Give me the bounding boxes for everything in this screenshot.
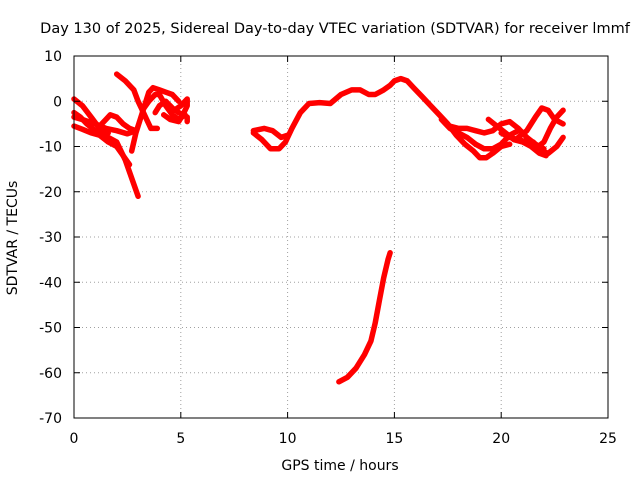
chart-title: Day 130 of 2025, Sidereal Day-to-day VTE…	[40, 21, 631, 37]
x-tick-label: 5	[176, 431, 185, 447]
series-line-trace-6	[113, 71, 161, 132]
x-tick-label: 0	[70, 431, 79, 447]
series-line-trace-4	[71, 123, 133, 168]
y-tick-label: -50	[39, 321, 62, 337]
y-tick-label: -30	[39, 230, 62, 246]
series-line-trace-18	[530, 134, 566, 157]
series-line-trace-12	[250, 125, 291, 141]
series-line-trace-10	[160, 96, 190, 125]
x-tick-label: 20	[492, 431, 510, 447]
axis-ticks: 0 5 10 15 20 25 10 0 -10 -20 -30 -40 -50 -60 -70	[39, 49, 617, 447]
y-tick-label: -10	[39, 140, 62, 156]
x-axis-label: GPS time / hours	[281, 458, 398, 474]
series-line-trace-7	[128, 84, 182, 154]
y-tick-label: -40	[39, 275, 62, 291]
y-tick-label: -60	[39, 366, 62, 382]
y-tick-label: 10	[44, 49, 62, 65]
grid	[74, 56, 608, 418]
series-line-trace-11	[250, 75, 513, 161]
y-tick-label: 0	[53, 94, 62, 110]
x-tick-label: 10	[279, 431, 297, 447]
x-tick-label: 25	[599, 431, 617, 447]
series-line-trace-19	[336, 250, 393, 385]
y-axis-label: SDTVAR / TECUs	[5, 181, 21, 296]
series-line-trace-13	[438, 116, 522, 152]
data-series	[71, 71, 566, 385]
y-tick-label: -70	[39, 411, 62, 427]
series-line-trace-17	[515, 105, 566, 141]
y-tick-label: -20	[39, 185, 62, 201]
x-tick-label: 15	[385, 431, 403, 447]
series-line-trace-1	[71, 96, 141, 200]
series-line-trace-5	[96, 112, 139, 134]
